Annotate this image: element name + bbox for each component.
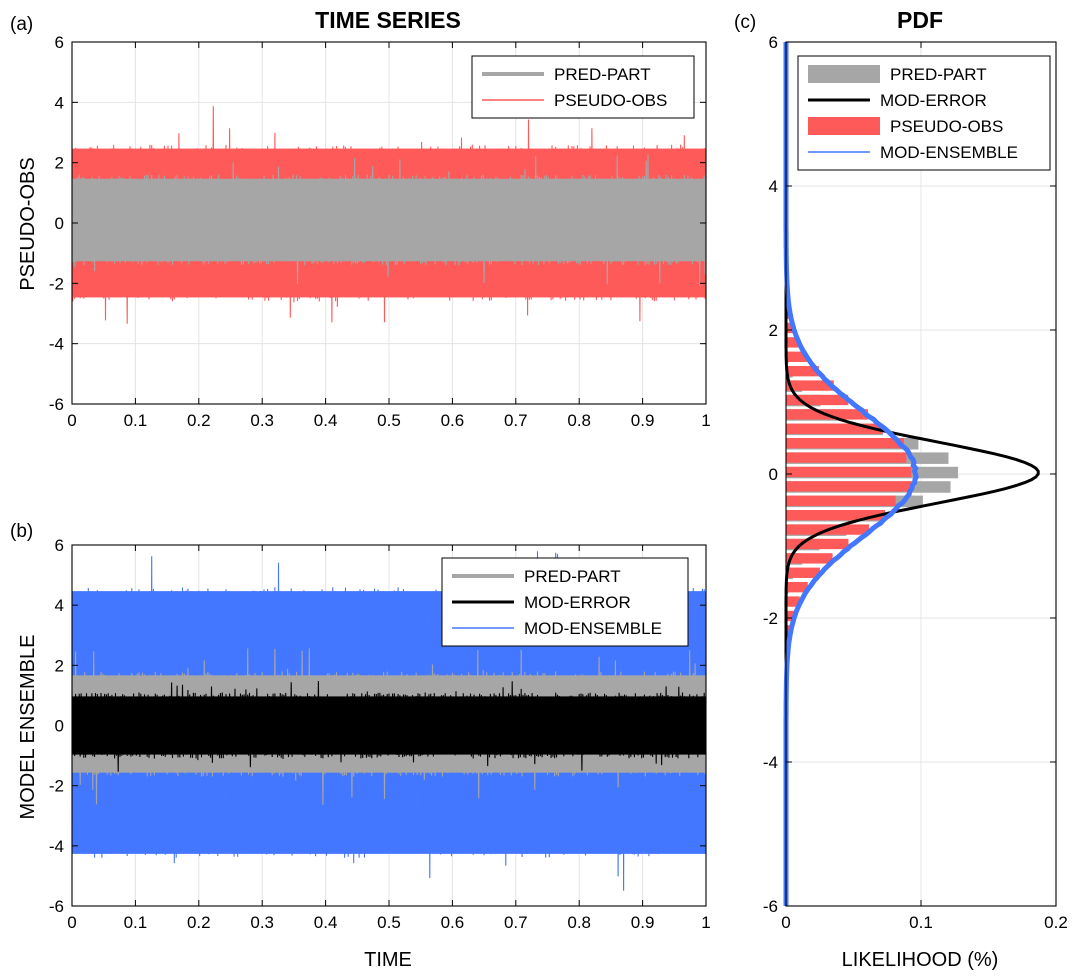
series-line-pred-part bbox=[72, 154, 706, 286]
bar-pseudo-obs bbox=[786, 567, 820, 578]
chart-panel-b: 0 0.1 0.2 0.3 0.4 0.5 0.6 0.7 0.8 0.9 1 -6 -4 -2 0 2 4 6 P… bbox=[49, 536, 711, 932]
panel-label-b: (b) bbox=[10, 521, 33, 542]
bar-pseudo-obs bbox=[786, 466, 912, 478]
y-tick-label-b: 2 bbox=[55, 656, 64, 675]
y-tick-label-b: -2 bbox=[49, 777, 64, 796]
x-tick-label-c: 0 bbox=[781, 913, 790, 932]
bar-pseudo-obs bbox=[786, 452, 907, 463]
bar-pseudo-obs bbox=[786, 582, 808, 593]
x-tick-label-c: 0.2 bbox=[1044, 913, 1068, 932]
legend-label-pred-part: PRED-PART bbox=[524, 567, 621, 586]
bar-pseudo-obs bbox=[786, 510, 886, 521]
y-tick-label-a: 6 bbox=[55, 33, 64, 52]
series-line-mod-error bbox=[72, 680, 706, 772]
legend-label-mod-ensemble: MOD-ENSEMBLE bbox=[524, 619, 662, 638]
bar-pseudo-obs bbox=[786, 351, 807, 362]
x-tick-label-a: 0.9 bbox=[631, 411, 655, 430]
x-tick-label-b: 0.3 bbox=[250, 913, 274, 932]
x-tick-label-a: 0.5 bbox=[377, 411, 401, 430]
y-tick-label-b: -4 bbox=[49, 837, 64, 856]
chart-panel-c: 0 0.1 0.2 -6 -4 -2 0 2 4 6 PRED-PART MOD-ERROR PSEUD… bbox=[763, 33, 1068, 932]
bar-pseudo-obs bbox=[786, 322, 794, 334]
x-tick-label-b: 0.5 bbox=[377, 913, 401, 932]
legend-label-mod-ensemble: MOD-ENSEMBLE bbox=[880, 143, 1018, 162]
legend-label-pred-part: PRED-PART bbox=[890, 65, 987, 84]
bar-pseudo-obs bbox=[786, 538, 849, 550]
bar-pseudo-obs bbox=[786, 438, 904, 449]
legend-label-pseudo-obs: PSEUDO-OBS bbox=[890, 117, 1003, 136]
x-tick-label-b: 0.2 bbox=[187, 913, 211, 932]
x-tick-label-a: 0.3 bbox=[250, 411, 274, 430]
y-tick-label-a: -4 bbox=[49, 335, 64, 354]
x-tick-label-c: 0.1 bbox=[909, 913, 933, 932]
bar-pseudo-obs bbox=[786, 337, 800, 348]
legend-box-a bbox=[471, 55, 695, 119]
bar-pseudo-obs bbox=[786, 394, 849, 406]
y-tick-label-a: -6 bbox=[49, 395, 64, 414]
y-tick-label-a: 2 bbox=[55, 154, 64, 173]
legend-label-pseudo-obs: PSEUDO-OBS bbox=[554, 91, 667, 110]
panel-label-a: (a) bbox=[10, 14, 33, 35]
x-tick-label-b: 0.4 bbox=[314, 913, 338, 932]
x-tick-label-b: 1 bbox=[701, 913, 710, 932]
x-tick-label-a: 0.8 bbox=[567, 411, 591, 430]
x-tick-label-b: 0.6 bbox=[441, 913, 465, 932]
x-tick-label-a: 0 bbox=[67, 411, 76, 430]
legend-label-pred-part: PRED-PART bbox=[554, 65, 651, 84]
legend-label-mod-error: MOD-ERROR bbox=[524, 593, 631, 612]
legend-label-mod-error: MOD-ERROR bbox=[880, 91, 987, 110]
y-tick-label-c: 4 bbox=[769, 177, 778, 196]
bar-pseudo-obs bbox=[786, 481, 912, 492]
y-tick-label-c: -2 bbox=[763, 609, 778, 628]
panel-label-c: (c) bbox=[734, 12, 756, 33]
pdf-title: PDF bbox=[897, 7, 943, 33]
bar-pseudo-obs bbox=[786, 553, 833, 564]
y-axis-label-b: MODEL ENSEMBLE bbox=[17, 635, 39, 820]
legend-swatch-pred-part bbox=[808, 65, 880, 83]
y-tick-label-c: 6 bbox=[769, 33, 778, 52]
time-series-title: TIME SERIES bbox=[315, 7, 461, 33]
series-group-a bbox=[72, 106, 706, 324]
x-tick-label-b: 0.7 bbox=[504, 913, 528, 932]
x-tick-label-b: 0.8 bbox=[567, 913, 591, 932]
x-tick-label-a: 0.4 bbox=[314, 411, 338, 430]
x-axis-label-b: TIME bbox=[364, 949, 412, 971]
bar-pseudo-obs bbox=[786, 380, 834, 391]
chart-panel-a: 0 0.1 0.2 0.3 0.4 0.5 0.6 0.7 0.8 0.9 1 -6 -4 -2 0 2 4 6 P… bbox=[49, 33, 711, 430]
bar-pseudo-obs bbox=[786, 366, 819, 377]
bar-pseudo-obs bbox=[786, 495, 896, 506]
bar-pseudo-obs bbox=[786, 423, 883, 434]
bar-pseudo-obs bbox=[786, 610, 794, 622]
x-tick-label-a: 0.7 bbox=[504, 411, 528, 430]
legend-swatch-pseudo-obs bbox=[808, 117, 880, 135]
x-tick-label-a: 0.2 bbox=[187, 411, 211, 430]
y-axis-label-a: PSEUDO-OBS bbox=[17, 157, 39, 290]
x-tick-label-b: 0 bbox=[67, 913, 76, 932]
series-group-b bbox=[72, 551, 706, 891]
y-tick-label-c: -6 bbox=[763, 897, 778, 916]
y-tick-label-a: -2 bbox=[49, 274, 64, 293]
x-tick-label-a: 0.6 bbox=[441, 411, 465, 430]
bar-pseudo-obs bbox=[786, 625, 791, 636]
y-tick-label-c: 0 bbox=[769, 465, 778, 484]
y-tick-label-c: -4 bbox=[763, 753, 778, 772]
x-axis-label-c: LIKELIHOOD (%) bbox=[842, 949, 999, 971]
y-tick-label-a: 4 bbox=[55, 93, 64, 112]
x-tick-label-b: 0.9 bbox=[631, 913, 655, 932]
bar-pseudo-obs bbox=[786, 596, 800, 607]
x-tick-label-a: 1 bbox=[701, 411, 710, 430]
y-tick-label-b: -6 bbox=[49, 897, 64, 916]
y-tick-label-b: 0 bbox=[55, 717, 64, 736]
y-tick-label-b: 4 bbox=[55, 596, 64, 615]
x-tick-label-b: 0.1 bbox=[124, 913, 148, 932]
y-tick-label-c: 2 bbox=[769, 321, 778, 340]
y-tick-label-a: 0 bbox=[55, 214, 64, 233]
x-tick-label-a: 0.1 bbox=[124, 411, 148, 430]
y-tick-label-b: 6 bbox=[55, 536, 64, 555]
